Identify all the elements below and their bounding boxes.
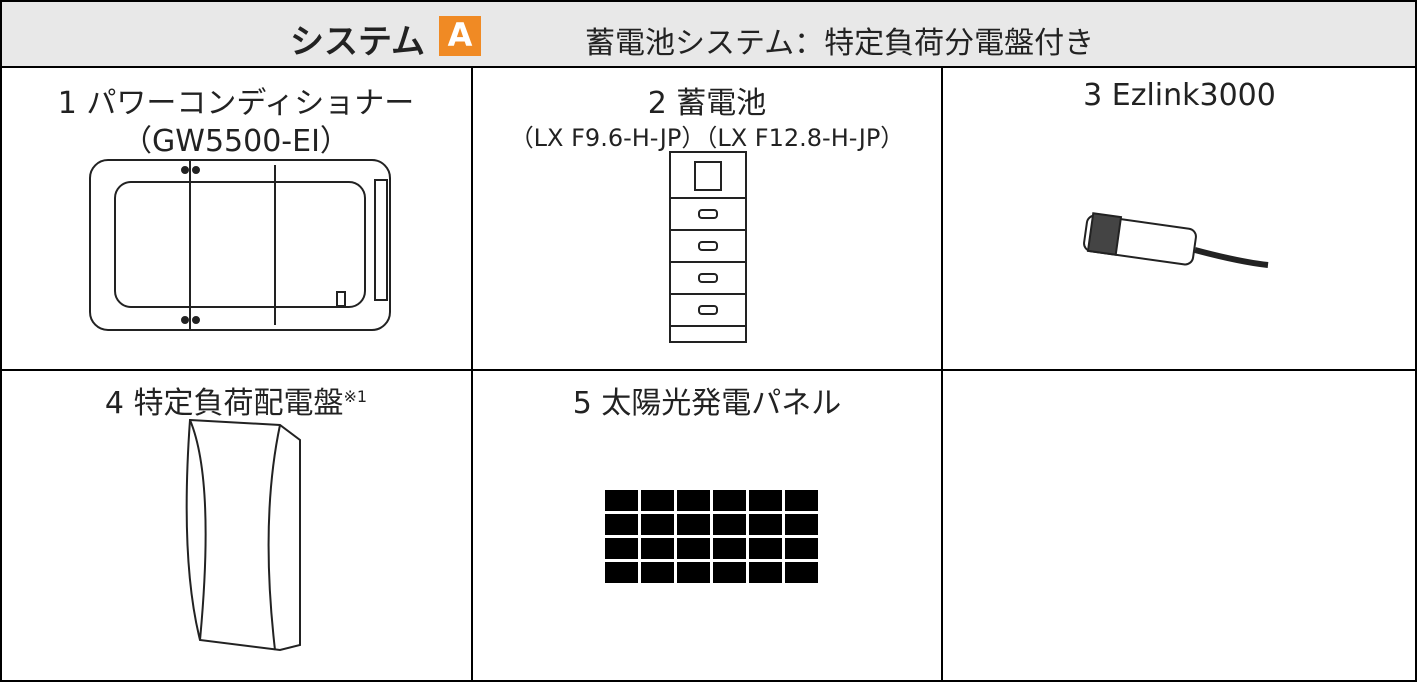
solar-cell bbox=[785, 562, 818, 583]
solar-cell bbox=[605, 538, 638, 559]
ezlink-illustration bbox=[1083, 212, 1269, 268]
solar-cell bbox=[713, 490, 746, 511]
cell-sublabel: （LX F9.6-H-JP）（LX F12.8-H-JP） bbox=[509, 124, 905, 152]
solar-cell bbox=[641, 490, 674, 511]
solar-cell bbox=[605, 514, 638, 535]
solar-cell bbox=[641, 538, 674, 559]
header-title: システム bbox=[290, 22, 425, 62]
solar-cell bbox=[677, 514, 710, 535]
battery-illustration bbox=[669, 151, 747, 343]
solar-cell bbox=[785, 538, 818, 559]
cell-label: 3 Ezlink3000 bbox=[1083, 78, 1276, 113]
header-badge: A bbox=[447, 16, 473, 54]
solar-cell bbox=[785, 514, 818, 535]
solar-cell bbox=[677, 538, 710, 559]
solar-cell bbox=[713, 514, 746, 535]
solar-cell bbox=[641, 562, 674, 583]
solar-panel-illustration bbox=[605, 490, 818, 583]
cell-note: ※1 bbox=[343, 387, 368, 406]
solar-cell bbox=[749, 514, 782, 535]
cell-label: 2 蓄電池 bbox=[647, 86, 767, 121]
solar-cell bbox=[713, 538, 746, 559]
solar-cell bbox=[677, 562, 710, 583]
header: システム A 蓄電池システム：特定負荷分電盤付き bbox=[0, 10, 1417, 62]
cell-label: 1 パワーコンディショナー bbox=[57, 86, 415, 121]
cell-label: 4 特定負荷配電盤 bbox=[104, 386, 344, 421]
solar-cell bbox=[785, 490, 818, 511]
solar-cell bbox=[641, 514, 674, 535]
solar-cell bbox=[677, 490, 710, 511]
solar-cell bbox=[713, 562, 746, 583]
distribution-board-illustration bbox=[185, 418, 301, 652]
inverter-illustration bbox=[89, 159, 391, 331]
cell-label: 5 太陽光発電パネル bbox=[572, 386, 842, 421]
solar-cell bbox=[605, 562, 638, 583]
header-subtitle: 蓄電池システム：特定負荷分電盤付き bbox=[585, 26, 1095, 61]
solar-cell bbox=[605, 490, 638, 511]
cell-label-wrap: 4 特定負荷配電盤※1 bbox=[0, 378, 472, 422]
solar-cell bbox=[749, 538, 782, 559]
solar-cell bbox=[749, 490, 782, 511]
cell-sublabel: （GW5500-EI） bbox=[122, 124, 350, 159]
solar-cell bbox=[749, 562, 782, 583]
